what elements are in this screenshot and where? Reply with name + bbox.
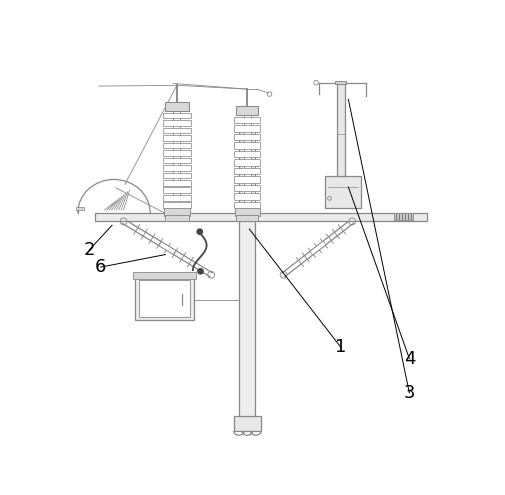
Bar — [234, 185, 261, 191]
Bar — [310, 241, 326, 255]
Bar — [244, 115, 251, 208]
Bar — [234, 176, 261, 183]
Bar — [95, 213, 427, 221]
Bar — [163, 157, 190, 163]
Bar — [163, 173, 190, 178]
Bar — [234, 142, 261, 148]
Bar — [165, 102, 188, 111]
Bar — [163, 150, 190, 156]
Bar — [164, 208, 190, 216]
Bar — [239, 128, 256, 429]
Bar — [159, 242, 176, 254]
Bar — [163, 180, 190, 186]
Bar — [325, 176, 361, 208]
Bar — [163, 120, 190, 126]
Text: 1: 1 — [335, 338, 346, 356]
Bar — [235, 208, 260, 216]
Bar — [234, 201, 261, 208]
Bar — [234, 134, 261, 140]
Bar — [234, 151, 261, 157]
Bar — [165, 215, 188, 221]
Bar — [76, 207, 84, 210]
Bar — [139, 281, 190, 317]
Bar — [336, 84, 345, 176]
Bar — [234, 193, 261, 199]
Circle shape — [198, 269, 203, 274]
Bar — [173, 111, 180, 208]
Bar — [163, 113, 190, 118]
Bar — [163, 165, 190, 171]
Bar — [163, 143, 190, 148]
Bar — [234, 125, 261, 132]
Text: 2: 2 — [83, 241, 95, 259]
Bar — [335, 81, 346, 84]
Circle shape — [197, 229, 203, 234]
Bar — [394, 213, 413, 220]
Bar — [163, 202, 190, 208]
Bar — [234, 416, 261, 431]
Bar — [236, 106, 259, 115]
Bar — [133, 272, 195, 279]
Bar — [234, 168, 261, 174]
Bar — [234, 159, 261, 166]
Bar — [163, 195, 190, 200]
Text: 6: 6 — [95, 258, 107, 276]
Bar — [163, 128, 190, 133]
Text: 4: 4 — [403, 349, 415, 368]
Bar — [163, 188, 190, 193]
Bar — [234, 117, 261, 123]
Bar — [236, 215, 259, 221]
Bar — [135, 275, 194, 320]
Bar — [163, 135, 190, 141]
Text: 3: 3 — [403, 384, 415, 402]
